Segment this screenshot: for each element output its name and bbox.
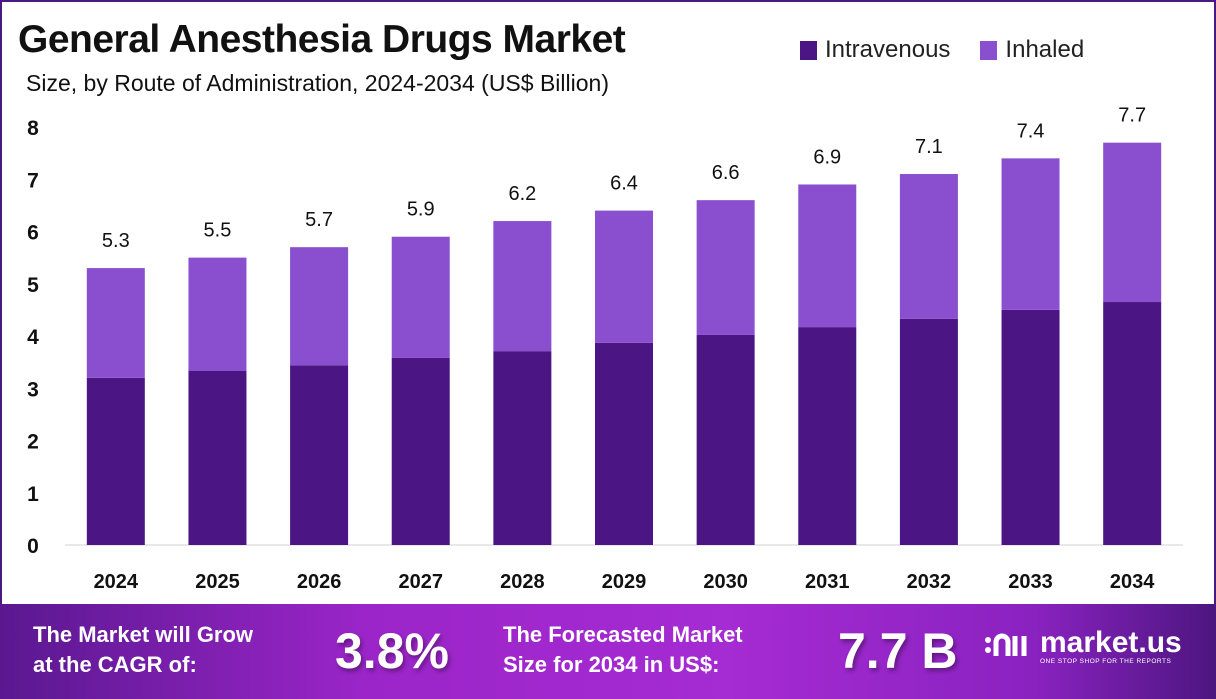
bar-chart: 0 1 2 3 4 5 6 7 8 5.3 2024 5.5 2025 5.7 2026 5.9 2027 6.2… [27,105,1183,593]
y-tick-label: 2 [27,431,39,454]
logo-name: market.us [1040,625,1182,659]
x-tick-label: 2030 [703,571,748,593]
bar-intravenous-2032 [899,318,958,545]
cagr-label: The Market will Grow at the CAGR of: [33,620,253,680]
legend-swatch-intravenous [800,40,817,60]
market-us-logo: market.us ONE STOP SHOP FOR THE REPORTS [982,626,1182,666]
bar-intravenous-2026 [290,365,349,545]
x-tick-label: 2033 [1008,571,1053,593]
forecast-value: 7.7 B [838,623,958,679]
bar-inhaled-2028 [493,221,552,352]
bar-inhaled-2034 [1103,142,1162,303]
x-tick-label: 2025 [195,571,240,593]
bar-intravenous-2034 [1103,302,1162,545]
data-label-total-2030: 6.6 [712,162,740,184]
bar-inhaled-2031 [798,184,857,328]
y-tick-label: 3 [27,378,39,401]
bar-inhaled-2029 [595,210,653,343]
data-label-total-2034: 7.7 [1118,105,1146,127]
bar-inhaled-2027 [391,236,450,358]
forecast-label: The Forecasted Market Size for 2034 in U… [503,620,743,680]
bar-inhaled-2026 [290,247,349,366]
legend-swatch-inhaled [980,40,998,60]
y-tick-label: 8 [27,117,39,140]
legend-label-inhaled: Inhaled [1005,36,1085,63]
data-label-total-2028: 6.2 [508,183,536,205]
forecast-label-line2: Size for 2034 in US$: [503,652,720,677]
x-tick-label: 2029 [602,571,647,593]
x-tick-label: 2026 [297,571,342,593]
y-tick-label: 0 [27,535,39,558]
bar-inhaled-2030 [696,200,755,335]
data-label-total-2031: 6.9 [813,146,841,168]
legend-item-inhaled: Inhaled [980,36,1084,64]
data-label-total-2029: 6.4 [610,173,638,195]
y-tick-label: 1 [27,483,39,506]
bar-intravenous-2027 [391,357,450,545]
forecast-label-line1: The Forecasted Market [503,622,743,647]
summary-banner: The Market will Grow at the CAGR of: 3.8… [0,604,1216,699]
bar-inhaled-2033 [1001,158,1060,310]
chart-title: General Anesthesia Drugs Market [18,18,626,61]
x-tick-label: 2031 [805,571,850,593]
logo-tagline: ONE STOP SHOP FOR THE REPORTS [1040,657,1172,665]
data-label-total-2027: 5.9 [407,199,435,221]
data-label-total-2026: 5.7 [305,209,333,231]
y-tick-label: 4 [27,326,39,349]
bar-inhaled-2024 [86,268,145,378]
bar-inhaled-2025 [188,257,247,372]
cagr-label-line1: The Market will Grow [33,622,254,647]
x-tick-label: 2024 [94,571,139,593]
x-tick-label: 2034 [1110,571,1155,593]
legend-item-intravenous: Intravenous [800,36,950,64]
data-label-total-2024: 5.3 [102,230,130,252]
bar-intravenous-2024 [86,377,145,545]
y-tick-label: 6 [27,222,39,245]
data-label-total-2025: 5.5 [204,220,232,242]
bar-intravenous-2030 [696,334,755,545]
bar-intravenous-2029 [595,342,653,545]
legend-label-intravenous: Intravenous [825,36,951,63]
y-tick-label: 7 [27,169,39,192]
bar-intravenous-2033 [1001,309,1060,545]
bar-intravenous-2025 [188,371,247,545]
cagr-value: 3.8% [335,623,449,679]
bar-intravenous-2031 [798,327,857,545]
bar-inhaled-2032 [899,174,958,319]
bar-intravenous-2028 [493,351,552,545]
data-label-total-2033: 7.4 [1017,120,1045,142]
y-tick-label: 5 [27,274,39,297]
x-tick-label: 2027 [398,571,443,593]
chart-subtitle: Size, by Route of Administration, 2024-2… [26,70,609,96]
data-label-total-2032: 7.1 [915,136,943,158]
cagr-label-line2: at the CAGR of: [33,652,197,677]
x-tick-label: 2028 [500,571,545,593]
market-us-logo-icon [985,633,1027,656]
legend: Intravenous Inhaled [800,36,1084,64]
x-tick-label: 2032 [907,571,952,593]
